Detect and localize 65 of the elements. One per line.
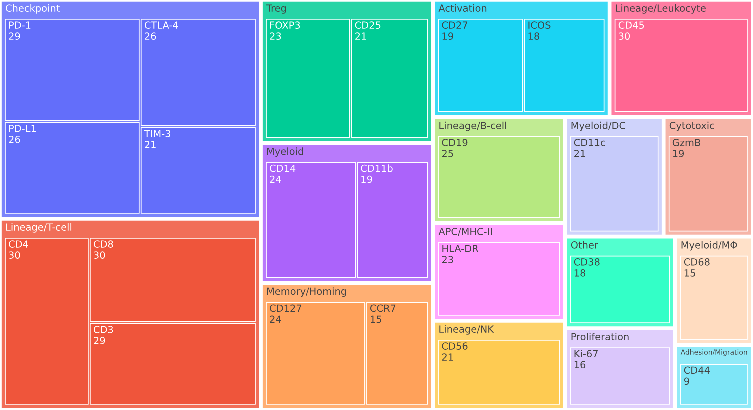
series-label: Proliferation [572, 333, 629, 341]
category-label: CD11b [361, 164, 393, 172]
data-label: 19 [442, 32, 454, 40]
category-label: CD4 [9, 240, 28, 248]
data-label: 16 [574, 361, 586, 369]
category-label: PD-1 [9, 22, 31, 29]
data-label: 26 [145, 32, 156, 40]
data-label: 30 [9, 252, 20, 259]
data-label: 23 [270, 32, 282, 40]
category-label: CD25 [355, 22, 381, 30]
category-label: CTLA-4 [144, 22, 178, 30]
data-label: 29 [94, 337, 106, 344]
data-label: 26 [9, 136, 20, 144]
category-label: TIM-3 [144, 130, 171, 138]
category-label: HLA-DR [442, 245, 479, 252]
category-label: CD11c [574, 139, 606, 146]
data-label: 23 [442, 256, 454, 264]
category-label: CCR7 [370, 304, 396, 312]
series-label: Other [571, 241, 598, 249]
series-label: Activation [438, 4, 487, 12]
category-label: CD27 [442, 22, 468, 30]
series-label: Lineage/Leukocyte [616, 4, 706, 14]
category-label: CD127 [270, 304, 302, 312]
category-label: Ki-67 [574, 350, 598, 358]
data-label: 30 [94, 252, 106, 259]
data-label: 29 [9, 32, 20, 40]
series-label: Lineage/NK [440, 325, 494, 335]
data-label: 25 [442, 150, 454, 158]
category-label: CD44 [684, 366, 710, 374]
category-label: FOXP3 [270, 22, 300, 30]
data-label: 9 [684, 378, 690, 386]
series-label: Lineage/T-cell [6, 223, 72, 233]
series-label: Checkpoint [6, 4, 60, 14]
series-label: Cytotoxic [670, 122, 714, 132]
data-label: 18 [574, 269, 586, 277]
data-label: 19 [362, 176, 372, 184]
series-label: Myeloid/MΦ [682, 241, 738, 251]
data-label: 21 [356, 32, 366, 40]
data-label: 19 [673, 150, 684, 158]
data-label: 15 [684, 270, 696, 277]
series-label: APC/MHC-II [438, 228, 492, 236]
data-label: 18 [528, 32, 540, 40]
category-label: CD19 [442, 139, 468, 146]
category-label: CD14 [270, 164, 296, 172]
category-label: ICOS [528, 22, 551, 30]
category-label: GzmB [672, 139, 700, 146]
category-label: PD-L1 [9, 125, 36, 132]
series-label: Myeloid/DC [572, 122, 626, 132]
data-label: 24 [270, 176, 282, 184]
data-label: 21 [442, 354, 454, 361]
category-label: CD56 [442, 342, 468, 350]
data-label: 21 [574, 150, 586, 158]
category-label: CD3 [94, 326, 114, 334]
series-label: Myeloid [267, 148, 304, 158]
series-label: Treg [266, 4, 286, 14]
data-label: 24 [270, 316, 282, 323]
category-label: CD38 [574, 258, 600, 266]
category-label: CD45 [618, 22, 644, 30]
data-label: 21 [145, 141, 156, 148]
series-label: Lineage/B-cell [440, 122, 506, 132]
data-label: 15 [371, 316, 382, 324]
category-label: CD68 [684, 258, 710, 266]
series-label: Memory/Homing [267, 288, 346, 298]
category-label: CD8 [94, 240, 114, 248]
data-label: 30 [619, 32, 630, 40]
